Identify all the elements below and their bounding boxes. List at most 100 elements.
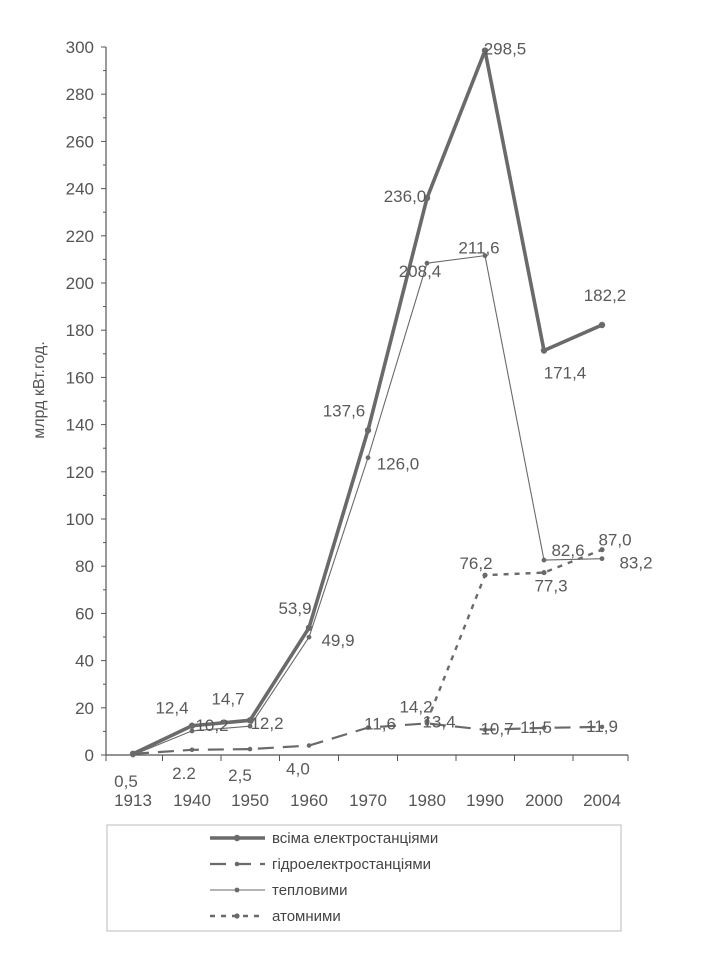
data-label-hydro: 2.2 bbox=[172, 764, 196, 783]
data-label-total: 298,5 bbox=[484, 40, 527, 59]
y-axis-label-group: млрд кВт.год. bbox=[31, 341, 48, 439]
legend-marker-total bbox=[233, 834, 241, 842]
data-label-hydro: 4,0 bbox=[286, 760, 310, 779]
legend-marker-nuclear bbox=[234, 913, 240, 919]
data-point-nuclear bbox=[482, 572, 488, 578]
data-label-nuclear: 87,0 bbox=[598, 531, 631, 550]
data-point-total bbox=[188, 722, 196, 729]
data-label-nuclear: 14,2 bbox=[399, 697, 432, 716]
data-point-thermal bbox=[424, 260, 430, 266]
data-point-thermal bbox=[482, 253, 488, 259]
data-label-total: 137,6 bbox=[323, 401, 366, 420]
data-point-hydro bbox=[365, 725, 371, 730]
data-point-total bbox=[129, 750, 137, 758]
series-line-nuclear bbox=[425, 548, 603, 722]
data-point-hydro bbox=[541, 725, 547, 731]
axes: 0 20 40 60 80 100 120 140 160 180 200 220 240 260 280 3… bbox=[66, 38, 629, 810]
x-tick-label: 1960 bbox=[290, 791, 328, 810]
data-label-thermal: 10,2 bbox=[195, 716, 228, 735]
data-label-hydro: 13,4 bbox=[422, 712, 455, 731]
y-tick-label: 100 bbox=[66, 510, 94, 529]
y-tick-label: 220 bbox=[66, 227, 94, 246]
data-label-total: 14,7 bbox=[211, 689, 244, 708]
y-tick-label: 120 bbox=[66, 463, 94, 482]
x-tick-label: 2004 bbox=[583, 791, 621, 810]
data-point-thermal bbox=[306, 634, 312, 640]
legend-label-thermal: тепловими bbox=[272, 882, 347, 899]
x-tick-label: 1990 bbox=[466, 791, 504, 810]
x-tick-label: 2000 bbox=[525, 791, 563, 810]
data-label-hydro: 2,5 bbox=[228, 766, 252, 785]
series-line-thermal bbox=[132, 255, 603, 756]
data-point-hydro bbox=[247, 746, 253, 752]
data-label-total: 12,4 bbox=[155, 699, 188, 718]
data-label-hydro: 0,5 bbox=[114, 772, 138, 791]
y-tick-label: 80 bbox=[75, 557, 94, 576]
data-point-hydro bbox=[599, 724, 605, 730]
series-group bbox=[129, 47, 606, 758]
data-point-total bbox=[540, 347, 548, 354]
data-label-thermal: 208,4 bbox=[399, 262, 442, 281]
legend-box bbox=[106, 824, 622, 932]
data-point-thermal bbox=[541, 557, 547, 563]
y-tick-label: 60 bbox=[75, 604, 94, 623]
y-tick-label: 300 bbox=[66, 38, 94, 57]
data-label-nuclear: 76,2 bbox=[459, 554, 492, 573]
y-tick-label: 280 bbox=[66, 85, 94, 104]
legend: всіма електростанціями гідроелектростанці… bbox=[106, 824, 622, 932]
y-tick-label: 200 bbox=[66, 274, 94, 293]
legend-label-nuclear: атомними bbox=[272, 908, 341, 925]
series-line-total bbox=[132, 48, 603, 756]
data-label-hydro: 11,5 bbox=[520, 718, 552, 737]
x-tick-label: 1940 bbox=[173, 791, 211, 810]
data-point-thermal bbox=[599, 556, 605, 562]
data-point-total bbox=[246, 717, 254, 724]
y-tick-label: 260 bbox=[66, 132, 94, 151]
data-label-thermal: 83,2 bbox=[619, 554, 652, 573]
y-tick-label: 240 bbox=[66, 180, 94, 199]
data-label-thermal: 126,0 bbox=[377, 455, 420, 474]
data-label-total: 236,0 bbox=[384, 187, 427, 206]
legend-marker-hydro bbox=[234, 861, 240, 867]
data-point-nuclear bbox=[424, 718, 430, 725]
data-label-hydro: 11,9 bbox=[586, 717, 618, 736]
legend-marker-thermal bbox=[234, 887, 240, 893]
y-tick-label: 0 bbox=[85, 746, 94, 765]
y-tick-label: 180 bbox=[66, 321, 94, 340]
data-label-total: 53,9 bbox=[278, 599, 311, 618]
x-tick-label: 1913 bbox=[114, 791, 152, 810]
data-point-thermal bbox=[247, 723, 253, 729]
data-label-hydro: 11,6 bbox=[364, 715, 396, 734]
x-tick-label: 1980 bbox=[408, 791, 446, 810]
data-label-thermal: 82,6 bbox=[551, 541, 584, 560]
y-tick-label: 160 bbox=[66, 368, 94, 387]
legend-label-total: всіма електростанціями bbox=[272, 830, 438, 847]
data-point-nuclear bbox=[599, 547, 605, 553]
data-label-nuclear: 77,3 bbox=[534, 577, 567, 596]
data-label-hydro: 10,7 bbox=[480, 720, 513, 739]
data-point-thermal bbox=[365, 455, 371, 461]
data-label-thermal: 211,6 bbox=[458, 239, 499, 258]
legend-label-hydro: гідроелектростанціями bbox=[272, 856, 431, 873]
data-point-total bbox=[481, 47, 489, 54]
data-labels-group: 12,4 14,7 53,9 137,6 236,0 298,5 171,4 182,2 0,5… bbox=[114, 40, 652, 791]
data-label-thermal: 49,9 bbox=[321, 631, 354, 650]
y-tick-label: 40 bbox=[75, 652, 94, 671]
data-point-thermal bbox=[189, 728, 195, 734]
data-point-total bbox=[598, 321, 606, 329]
data-point-total bbox=[423, 194, 431, 202]
data-point-hydro bbox=[482, 727, 488, 733]
y-axis-label: млрд кВт.год. bbox=[31, 341, 48, 439]
data-label-total: 182,2 bbox=[584, 286, 627, 305]
y-tick-label: 20 bbox=[75, 699, 94, 718]
data-label-total: 171,4 bbox=[544, 363, 587, 382]
data-point-nuclear bbox=[541, 569, 547, 576]
data-point-total bbox=[364, 427, 372, 434]
data-point-total bbox=[305, 624, 313, 631]
x-tick-label: 1950 bbox=[231, 791, 269, 810]
x-tick-label: 1970 bbox=[349, 791, 387, 810]
data-point-hydro bbox=[306, 743, 312, 748]
data-label-thermal: 12,2 bbox=[250, 714, 283, 733]
y-tick-label: 140 bbox=[66, 416, 94, 435]
